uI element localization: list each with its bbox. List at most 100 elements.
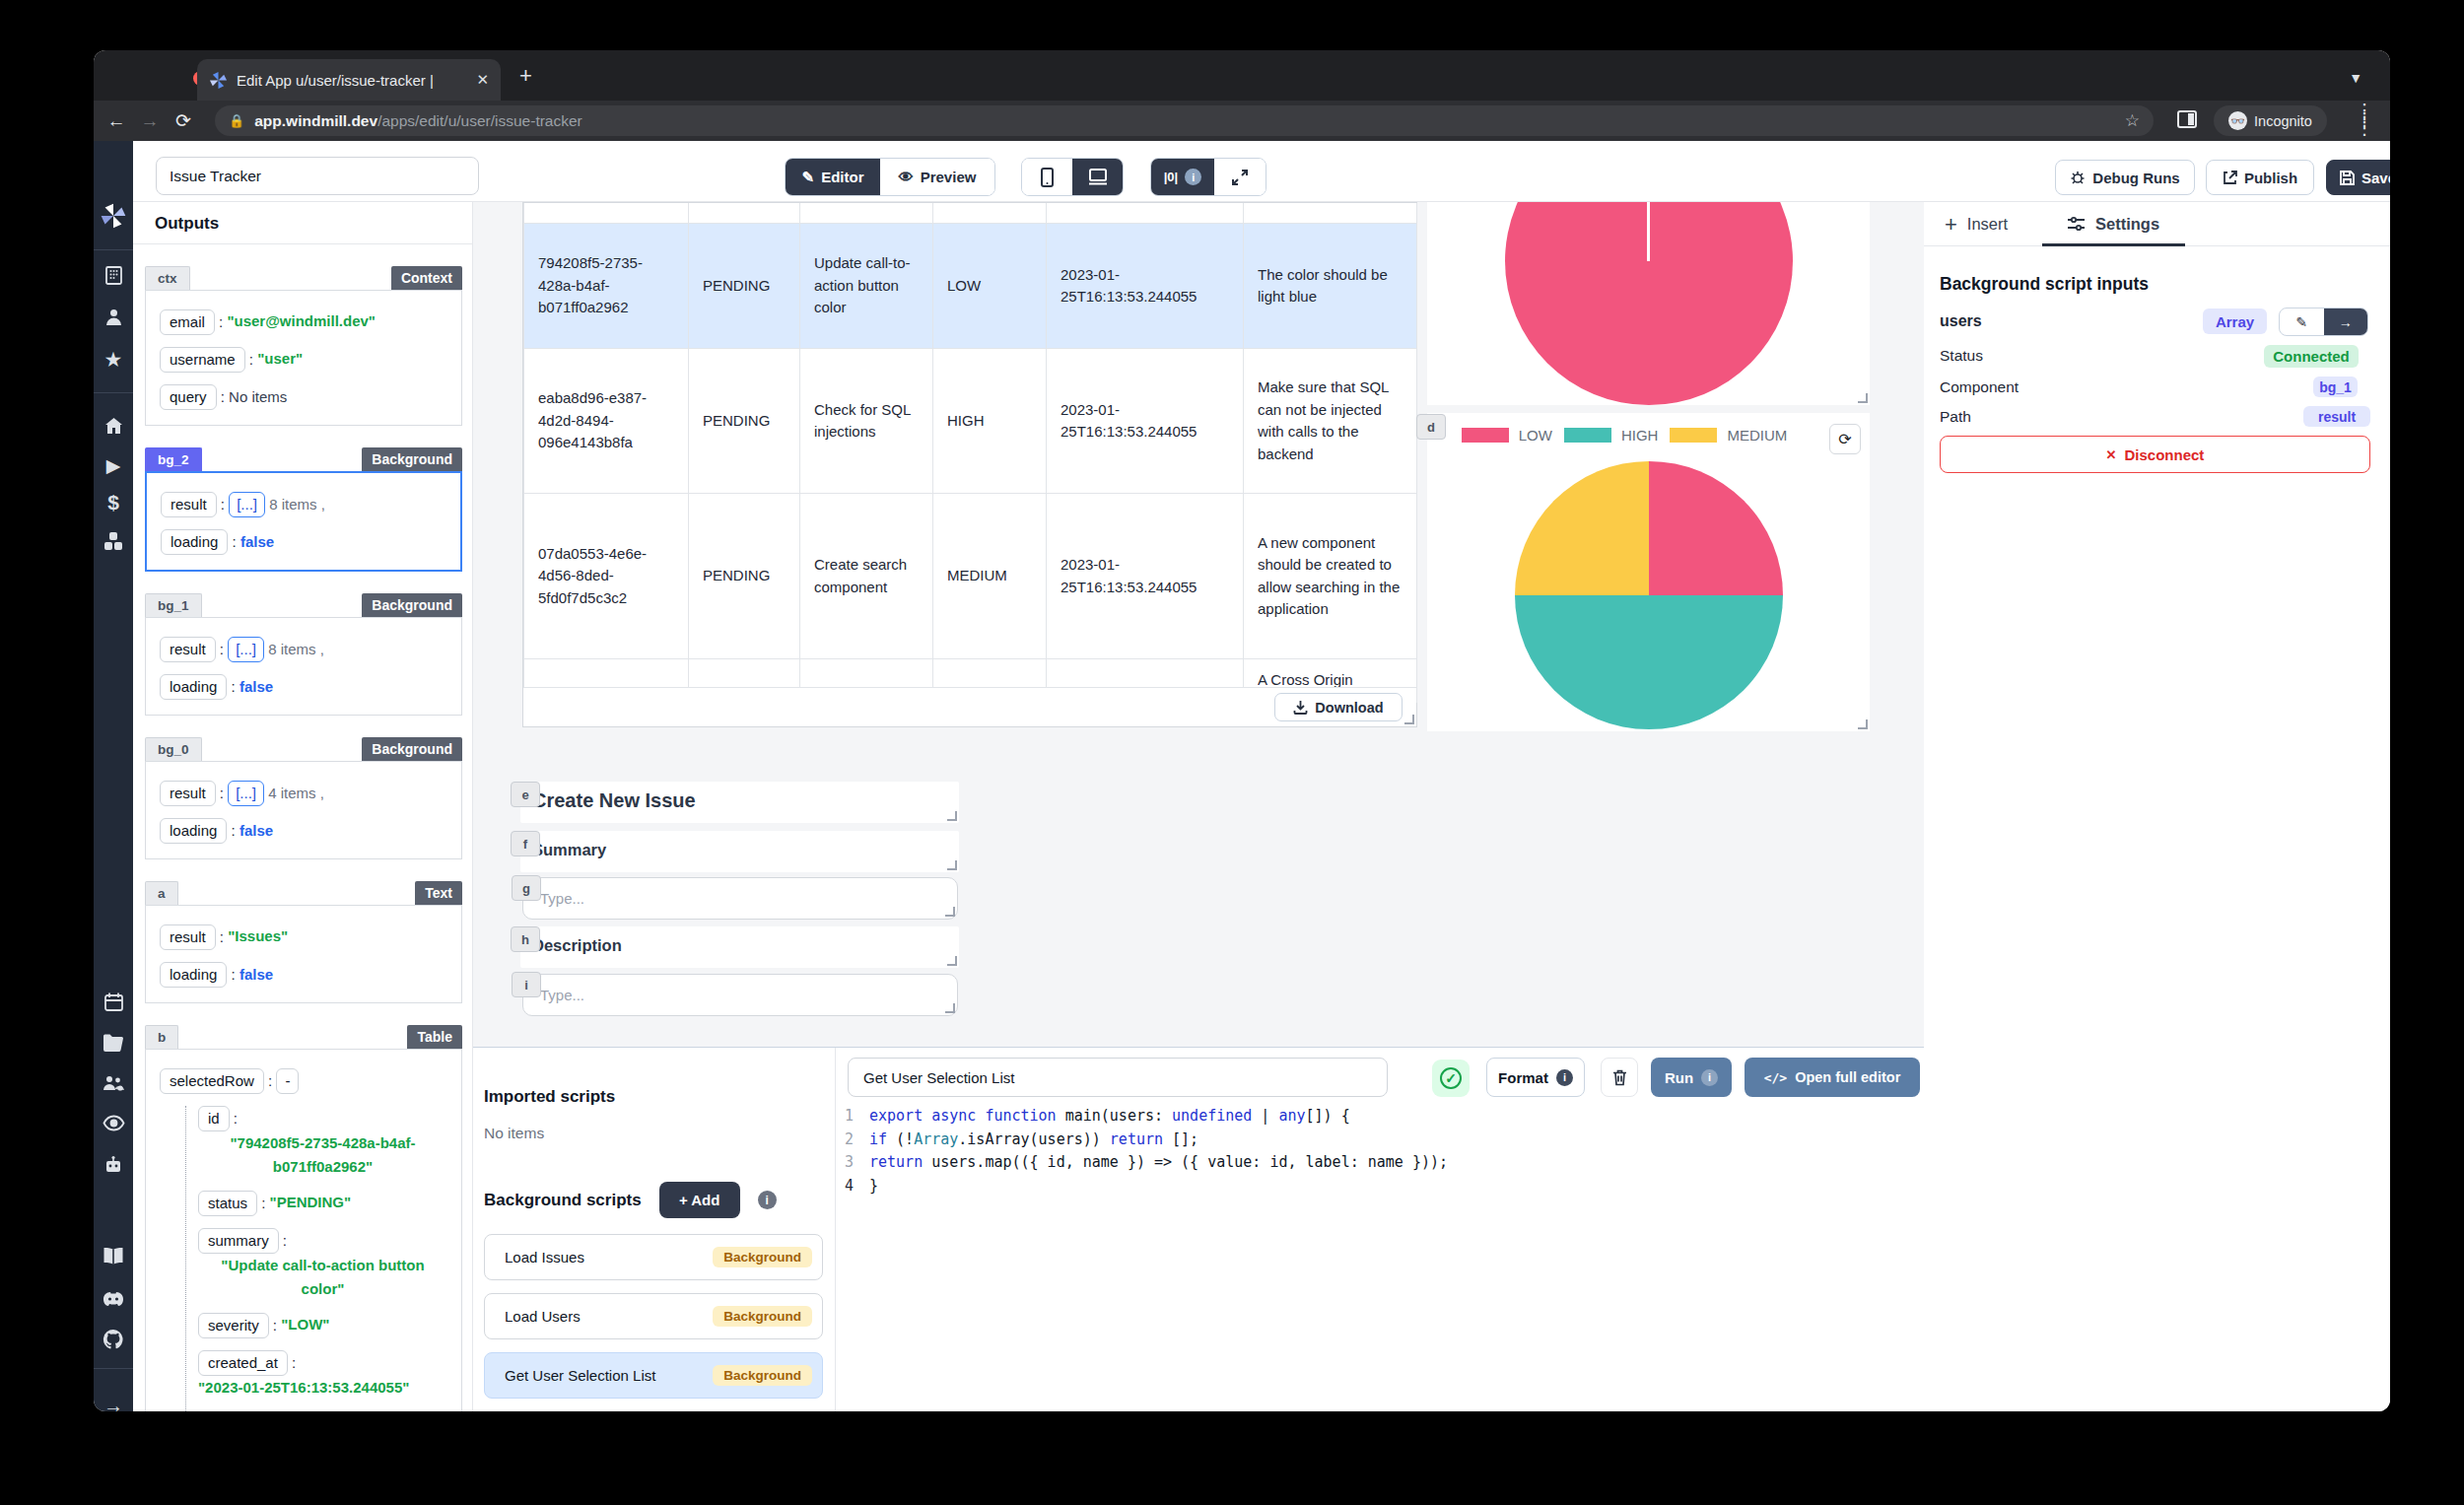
app-canvas[interactable]: 794208f5-2735-428a-b4af-b071ff0a2962PEND… [473,202,1924,1047]
output-section-b[interactable]: bTableselectedRow : -id : "794208f5-2735… [145,1025,462,1411]
groups-icon[interactable] [94,1073,133,1093]
background-script-item[interactable]: Load UsersBackground [484,1293,823,1339]
debug-runs-button[interactable]: Debug Runs [2055,160,2195,195]
path-label: Path [1940,408,1971,426]
component-id-badge: bg_0 [145,737,202,761]
background-badge: Background [713,1365,812,1386]
resize-handle[interactable] [945,1003,955,1013]
mode-toggle: ✎Editor 👁Preview [785,158,995,196]
edit-pencil-button[interactable]: ✎ [2280,308,2324,335]
hide-panels-button[interactable]: |0|i [1151,159,1214,195]
tab-close-icon[interactable]: ✕ [476,71,489,89]
form-title-component-e[interactable]: e Create New Issue [520,782,959,823]
output-section-ctx[interactable]: ctxContextemail : "user@windmill.dev"use… [145,266,462,426]
background-script-item[interactable]: Get User Selection ListBackground [484,1352,823,1399]
desktop-device-button[interactable] [1072,159,1123,195]
home-icon[interactable] [94,416,133,437]
legend-item[interactable]: HIGH [1564,427,1659,444]
legend-item[interactable]: LOW [1462,427,1552,444]
address-bar[interactable]: 🔒 app.windmill.dev/apps/edit/u/user/issu… [215,105,2154,136]
disconnect-button[interactable]: ✕Disconnect [1940,436,2370,473]
windmill-favicon [209,71,228,90]
summary-input-component-g[interactable]: g Type... [522,877,958,920]
run-button[interactable]: Runi [1651,1058,1732,1097]
table-row[interactable]: 07da0553-4e6e-4d56-8ded-5fd0f7d5c3c2PEND… [524,494,1417,659]
reload-icon[interactable]: ⟳ [167,109,200,132]
component-id-badge: bg_1 [145,593,202,617]
resources-icon[interactable] [94,530,133,552]
folders-icon[interactable] [94,1034,133,1053]
audit-logs-icon[interactable] [94,1115,133,1131]
script-name-input[interactable]: Get User Selection List [848,1058,1388,1097]
variables-icon[interactable]: $ [94,491,133,514]
resize-handle[interactable] [1404,715,1414,724]
output-section-a[interactable]: aTextresult : "Issues"loading : false [145,881,462,1003]
mobile-device-button[interactable] [1022,159,1072,195]
docs-book-icon[interactable] [94,1247,133,1266]
fullscreen-button[interactable] [1214,159,1266,195]
back-icon[interactable]: ← [100,110,133,132]
download-button[interactable]: Download [1274,693,1403,721]
new-tab-button[interactable]: + [519,68,532,84]
app-name-input[interactable]: Issue Tracker [156,157,479,195]
workspace-icon[interactable] [94,265,133,286]
form-label-component-h[interactable]: h Description [520,926,959,968]
output-row: summary : "Update call-to-action button … [198,1228,447,1301]
bookmark-star-icon[interactable]: ☆ [2125,110,2140,131]
github-icon[interactable] [94,1329,133,1350]
description-input-component-i[interactable]: i Type... [522,974,958,1016]
connect-arrow-button[interactable]: → [2324,308,2368,335]
browser-menu-icon[interactable]: ⋮⋮⋮ [2356,106,2373,133]
add-background-script-button[interactable]: + Add [659,1182,740,1218]
background-script-item[interactable]: Load IssuesBackground [484,1234,823,1280]
refresh-icon[interactable]: ⟳ [1829,424,1861,454]
discord-icon[interactable] [94,1290,133,1308]
resize-handle[interactable] [947,860,957,870]
resize-handle[interactable] [947,811,957,821]
component-type-badge: Background [362,447,462,471]
side-panel-icon[interactable] [2176,108,2198,130]
editor-mode-button[interactable]: ✎Editor [786,159,880,195]
table-row[interactable]: 794208f5-2735-428a-b4af-b071ff0a2962PEND… [524,224,1417,349]
save-button[interactable]: Save [2326,160,2390,195]
delete-script-button[interactable] [1601,1058,1638,1097]
format-button[interactable]: Formati [1486,1058,1585,1097]
browser-tab[interactable]: Edit App u/user/issue-tracker | ✕ [197,59,501,101]
resize-handle[interactable] [945,907,955,917]
output-row: status : "PENDING" [198,1191,447,1216]
output-section-bg_2[interactable]: bg_2Backgroundresult : [...] 8 items ,lo… [145,447,462,572]
app-header: Issue Tracker ✎Editor 👁Preview |0|i ••• … [133,141,2390,202]
preview-mode-button[interactable]: 👁Preview [880,159,994,195]
output-section-bg_0[interactable]: bg_0Backgroundresult : [...] 4 items ,lo… [145,737,462,859]
component-type-badge: Context [391,266,462,290]
publish-button[interactable]: Publish [2206,160,2314,195]
path-badge: result [2303,406,2370,427]
forward-icon[interactable]: → [133,110,167,132]
resize-handle[interactable] [1858,719,1868,729]
tab-search-chevron-icon[interactable]: ▼ [2349,70,2362,86]
resize-handle[interactable] [1858,393,1868,403]
component-type-badge: Text [415,881,462,905]
device-toggle [1021,158,1124,196]
pie-chart-component-c[interactable] [1427,202,1870,405]
table-component[interactable]: 794208f5-2735-428a-b4af-b071ff0a2962PEND… [522,202,1417,727]
schedules-icon[interactable] [94,992,133,1012]
user-icon[interactable] [94,307,133,327]
output-row: result : [...] 4 items , [160,781,447,806]
chartjs-component-d[interactable]: d LOWHIGHMEDIUM ⟳ [1427,413,1870,731]
resize-handle[interactable] [947,956,957,966]
windmill-logo[interactable] [94,203,133,229]
tab-settings[interactable]: Settings [2067,202,2159,246]
legend-item[interactable]: MEDIUM [1670,427,1787,444]
table-row[interactable]: eaba8d96-e387-4d2d-8494-096e4143b8faPEND… [524,349,1417,494]
output-section-bg_1[interactable]: bg_1Backgroundresult : [...] 8 items ,lo… [145,593,462,716]
tab-insert[interactable]: +Insert [1945,202,2008,246]
collapse-sidebar-icon[interactable]: → [94,1395,133,1411]
workers-icon[interactable] [94,1154,133,1176]
runs-icon[interactable]: ▶ [94,454,133,477]
open-full-editor-button[interactable]: </>Open full editor [1745,1058,1920,1097]
form-label-component-f[interactable]: f Summary [520,831,959,872]
code-editor[interactable]: 1export async function main(users: undef… [836,1105,1910,1411]
favorites-star-icon[interactable]: ★ [94,348,133,372]
output-row: query : No items [160,384,447,410]
